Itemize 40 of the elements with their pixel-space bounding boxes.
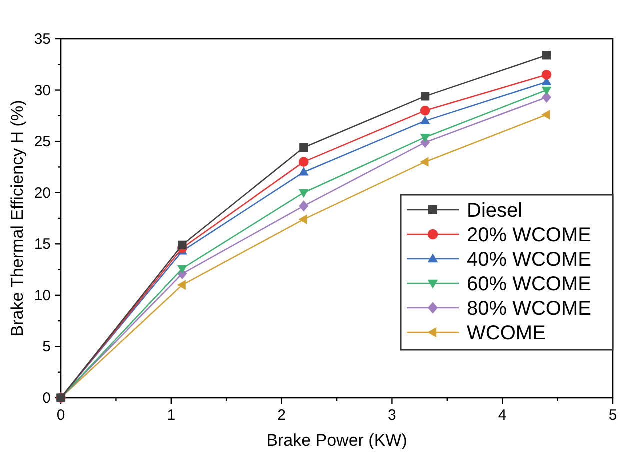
- point: [178, 240, 187, 250]
- y-tick-label: 25: [34, 134, 51, 151]
- point: [299, 200, 309, 212]
- point: [421, 92, 430, 101]
- y-axis-title: Brake Thermal Efficiency Η (%): [8, 100, 27, 337]
- point: [298, 167, 309, 176]
- y-tick-label: 5: [42, 338, 51, 356]
- legend-label: 80% WCOME: [467, 298, 592, 320]
- legend-label: 20% WCOME: [467, 224, 592, 246]
- point: [542, 110, 550, 120]
- y-tick-label: 10: [34, 287, 51, 304]
- legend-label: Diesel: [467, 200, 523, 222]
- point: [177, 280, 186, 290]
- legend-label: WCOME: [467, 322, 546, 344]
- point: [298, 157, 309, 167]
- point: [420, 116, 430, 124]
- y-tick-label: 20: [34, 184, 51, 202]
- x-axis-title: Brake Power (KW): [266, 431, 408, 450]
- legend-label: 60% WCOME: [467, 274, 592, 296]
- point: [298, 214, 308, 224]
- y-tick-label: 35: [34, 31, 51, 48]
- y-tick-label: 15: [34, 236, 51, 254]
- point: [300, 143, 308, 152]
- point: [177, 265, 188, 274]
- y-tick-label: 30: [34, 82, 51, 100]
- legend-label: 40% WCOME: [467, 249, 592, 271]
- point: [298, 189, 309, 198]
- x-tick-label: 4: [498, 407, 507, 424]
- point: [542, 51, 552, 60]
- point: [420, 106, 430, 116]
- point: [542, 70, 552, 80]
- x-tick-label: 3: [388, 407, 396, 424]
- point: [420, 157, 429, 168]
- x-tick-label: 5: [608, 407, 618, 424]
- point: [542, 86, 552, 96]
- point: [420, 134, 430, 143]
- x-tick-label: 0: [56, 407, 66, 424]
- x-tick-label: 1: [167, 407, 176, 424]
- y-tick-label: 0: [42, 390, 51, 407]
- x-tick-label: 2: [278, 407, 286, 424]
